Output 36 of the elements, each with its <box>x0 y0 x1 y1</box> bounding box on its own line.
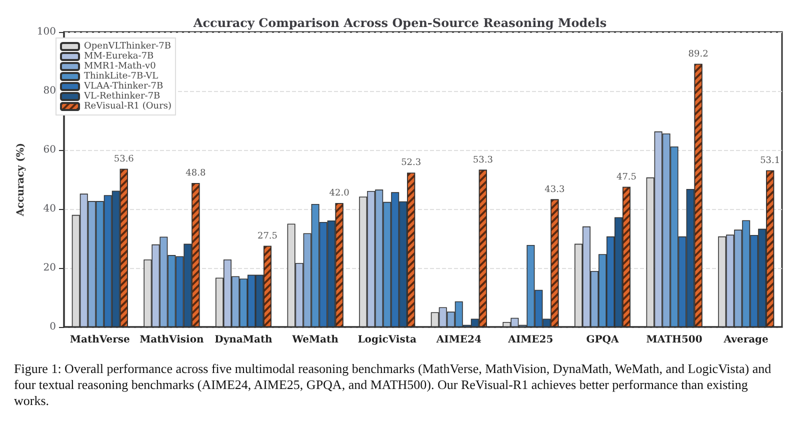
y-tick-label: 100 <box>36 26 56 38</box>
y-tick-label: 0 <box>50 322 56 332</box>
data-label: 89.2 <box>688 49 708 60</box>
y-tick-label: 40 <box>43 204 56 214</box>
x-tick-label: MATH500 <box>646 334 702 346</box>
data-label: 48.8 <box>186 168 206 179</box>
x-tick-label: DynaMath <box>214 334 274 346</box>
data-label: 53.1 <box>760 156 780 166</box>
data-label: 43.3 <box>544 184 565 195</box>
y-tick-label: 60 <box>43 144 56 156</box>
x-tick-label: Average <box>722 334 768 346</box>
legend-label: ThinkLite-7B-VL <box>84 72 158 82</box>
legend-label: OpenVLThinker-7B <box>84 42 172 52</box>
x-tick-label: AIME25 <box>507 334 554 346</box>
legend-label: MM-Eureka-7B <box>84 52 154 62</box>
y-tick-label: 20 <box>43 262 56 274</box>
x-tick-label: GPQA <box>586 334 619 346</box>
legend-label: VL-Rethinker-7B <box>83 92 161 102</box>
x-tick-label: LogicVista <box>358 334 417 346</box>
caption: Figure 1: Overall performance across five multimodal reasoning benchmarks (MathVerse, MathVision, DynaMath, WeMath, and LogicVista) and four textual reasoning benchmarks (AIME24, AIME25, GPQA, and MATH500). Our ReVisual-R1 achieves better performance than existing works. <box>14 361 772 409</box>
y-axis-title: Accuracy (%) <box>16 142 26 218</box>
data-label: 42.0 <box>329 188 350 199</box>
x-tick-label: WeMath <box>291 334 340 346</box>
legend-label: MMR1-Math-v0 <box>84 62 156 72</box>
x-tick-label: MathVerse <box>70 334 130 346</box>
x-tick-label: MathVision <box>140 334 205 346</box>
data-label: 52.3 <box>401 158 422 168</box>
data-label: 53.3 <box>472 155 494 166</box>
data-label: 53.6 <box>114 154 134 164</box>
x-tick-label: AIME24 <box>435 334 482 346</box>
data-label: 47.5 <box>616 172 637 182</box>
data-label: 27.5 <box>257 231 278 242</box>
legend-label: ReVisual-R1 (Ours) <box>84 102 172 112</box>
chart-title: Accuracy Comparison Across Open-Source Reasoning Models <box>192 16 607 30</box>
legend-label: VLAA-Thinker-7B <box>83 82 164 92</box>
y-tick-label: 80 <box>43 86 56 96</box>
